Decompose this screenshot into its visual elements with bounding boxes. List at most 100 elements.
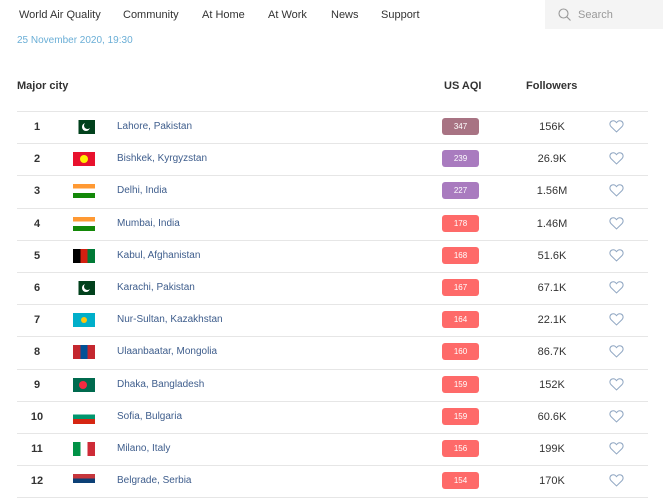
divider xyxy=(17,368,648,370)
followers-count: 170K xyxy=(539,475,565,488)
rank: 10 xyxy=(30,410,44,423)
followers-count: 22.1K xyxy=(537,314,567,327)
city-link[interactable]: Kabul, Afghanistan xyxy=(117,249,201,261)
flag-bulgaria-icon xyxy=(73,409,95,424)
aqi-badge: 167 xyxy=(442,279,479,296)
heart-icon[interactable] xyxy=(609,216,624,230)
aqi-badge: 347 xyxy=(442,118,479,135)
divider xyxy=(17,143,648,145)
followers-count: 152K xyxy=(539,378,565,391)
aqi-badge: 164 xyxy=(442,311,479,329)
nav-news[interactable]: News xyxy=(331,9,359,21)
divider xyxy=(17,465,648,467)
aqi-badge: 178 xyxy=(442,214,479,232)
city-link[interactable]: Ulaanbaatar, Mongolia xyxy=(117,346,218,358)
table-row[interactable]: 1 Lahore, Pakistan 347 156K xyxy=(17,111,648,143)
divider xyxy=(17,111,648,112)
heart-icon[interactable] xyxy=(609,377,624,391)
heart-icon[interactable] xyxy=(609,119,624,133)
aqi-badge: 168 xyxy=(442,246,479,264)
heart-icon[interactable] xyxy=(609,312,624,326)
nav-support[interactable]: Support xyxy=(381,9,420,21)
flag-bangladesh-icon xyxy=(73,377,95,392)
flag-serbia-icon xyxy=(73,474,95,489)
followers-count: 86.7K xyxy=(537,346,567,359)
aqi-badge: 159 xyxy=(442,407,479,425)
divider xyxy=(17,175,648,177)
divider xyxy=(17,497,648,499)
divider xyxy=(17,239,648,241)
flag-mongolia-icon xyxy=(73,345,95,360)
flag-kyrgyzstan-icon xyxy=(73,152,95,167)
city-link[interactable]: Mumbai, India xyxy=(117,217,180,229)
followers-count: 26.9K xyxy=(537,153,567,166)
table-row[interactable]: 8 Ulaanbaatar, Mongolia 160 86.7K xyxy=(17,336,648,368)
aqi-badge: 156 xyxy=(442,440,479,457)
aqi-badge: 160 xyxy=(442,343,479,361)
flag-india-icon xyxy=(73,184,95,199)
table-row[interactable]: 11 Milano, Italy 156 199K xyxy=(17,433,648,465)
nav-at-home[interactable]: At Home xyxy=(202,9,245,21)
table-row[interactable]: 4 Mumbai, India 178 1.46M xyxy=(17,208,648,240)
header-major-city: Major city xyxy=(17,80,69,92)
rank: 2 xyxy=(33,153,41,166)
rank: 6 xyxy=(33,282,41,294)
nav-world-air-quality[interactable]: World Air Quality xyxy=(19,9,101,21)
divider xyxy=(17,336,648,338)
flag-pakistan-icon xyxy=(73,281,95,295)
table-row[interactable]: 6 Karachi, Pakistan 167 67.1K xyxy=(17,272,648,304)
divider xyxy=(17,207,648,209)
followers-count: 199K xyxy=(539,443,565,455)
search-icon xyxy=(558,8,571,21)
table-row[interactable]: 12 Belgrade, Serbia 154 170K xyxy=(17,465,648,497)
flag-afghanistan-icon xyxy=(73,248,95,263)
divider xyxy=(17,400,648,402)
divider xyxy=(17,272,648,273)
aqi-badge: 159 xyxy=(442,375,479,393)
divider xyxy=(17,433,648,434)
city-link[interactable]: Dhaka, Bangladesh xyxy=(117,378,205,390)
rank: 5 xyxy=(33,249,41,262)
header-followers[interactable]: Followers xyxy=(526,80,578,92)
followers-count: 60.6K xyxy=(537,410,567,423)
city-link[interactable]: Belgrade, Serbia xyxy=(117,475,192,487)
heart-icon[interactable] xyxy=(609,441,624,455)
flag-kazakhstan-icon xyxy=(73,313,95,328)
heart-icon[interactable] xyxy=(609,473,624,487)
nav-community[interactable]: Community xyxy=(123,9,179,21)
city-link[interactable]: Sofia, Bulgaria xyxy=(117,410,183,422)
city-link[interactable]: Milano, Italy xyxy=(117,443,171,454)
rank: 4 xyxy=(33,217,41,230)
followers-count: 156K xyxy=(539,121,565,133)
aqi-badge: 239 xyxy=(442,150,479,168)
heart-icon[interactable] xyxy=(609,183,624,198)
city-link[interactable]: Karachi, Pakistan xyxy=(117,282,195,293)
heart-icon[interactable] xyxy=(609,151,624,165)
city-link[interactable]: Nur-Sultan, Kazakhstan xyxy=(117,314,223,326)
flag-italy-icon xyxy=(73,442,95,456)
heart-icon[interactable] xyxy=(609,248,624,262)
table-row[interactable]: 5 Kabul, Afghanistan 168 51.6K xyxy=(17,240,648,272)
timestamp: 25 November 2020, 19:30 xyxy=(17,35,133,46)
table-row[interactable]: 10 Sofia, Bulgaria 159 60.6K xyxy=(17,401,648,433)
flag-pakistan-icon xyxy=(73,120,95,134)
rank: 1 xyxy=(33,121,41,133)
city-link[interactable]: Delhi, India xyxy=(117,185,168,197)
city-link[interactable]: Lahore, Pakistan xyxy=(117,121,193,132)
table-row[interactable]: 9 Dhaka, Bangladesh 159 152K xyxy=(17,369,648,401)
followers-count: 1.46M xyxy=(536,217,568,230)
heart-icon[interactable] xyxy=(609,409,624,423)
followers-count: 67.1K xyxy=(537,282,567,294)
search-input[interactable]: Search xyxy=(545,0,663,29)
table-row[interactable]: 2 Bishkek, Kyrgyzstan 239 26.9K xyxy=(17,143,648,175)
nav-at-work[interactable]: At Work xyxy=(268,9,307,21)
table-row[interactable]: 7 Nur-Sultan, Kazakhstan 164 22.1K xyxy=(17,304,648,336)
rank: 12 xyxy=(30,475,44,488)
rank: 11 xyxy=(31,443,43,455)
rank: 3 xyxy=(33,185,41,198)
table-row[interactable]: 3 Delhi, India 227 1.56M xyxy=(17,175,648,207)
city-link[interactable]: Bishkek, Kyrgyzstan xyxy=(117,153,208,165)
header-us-aqi[interactable]: US AQI xyxy=(444,80,482,92)
heart-icon[interactable] xyxy=(609,344,624,359)
heart-icon[interactable] xyxy=(609,280,624,294)
